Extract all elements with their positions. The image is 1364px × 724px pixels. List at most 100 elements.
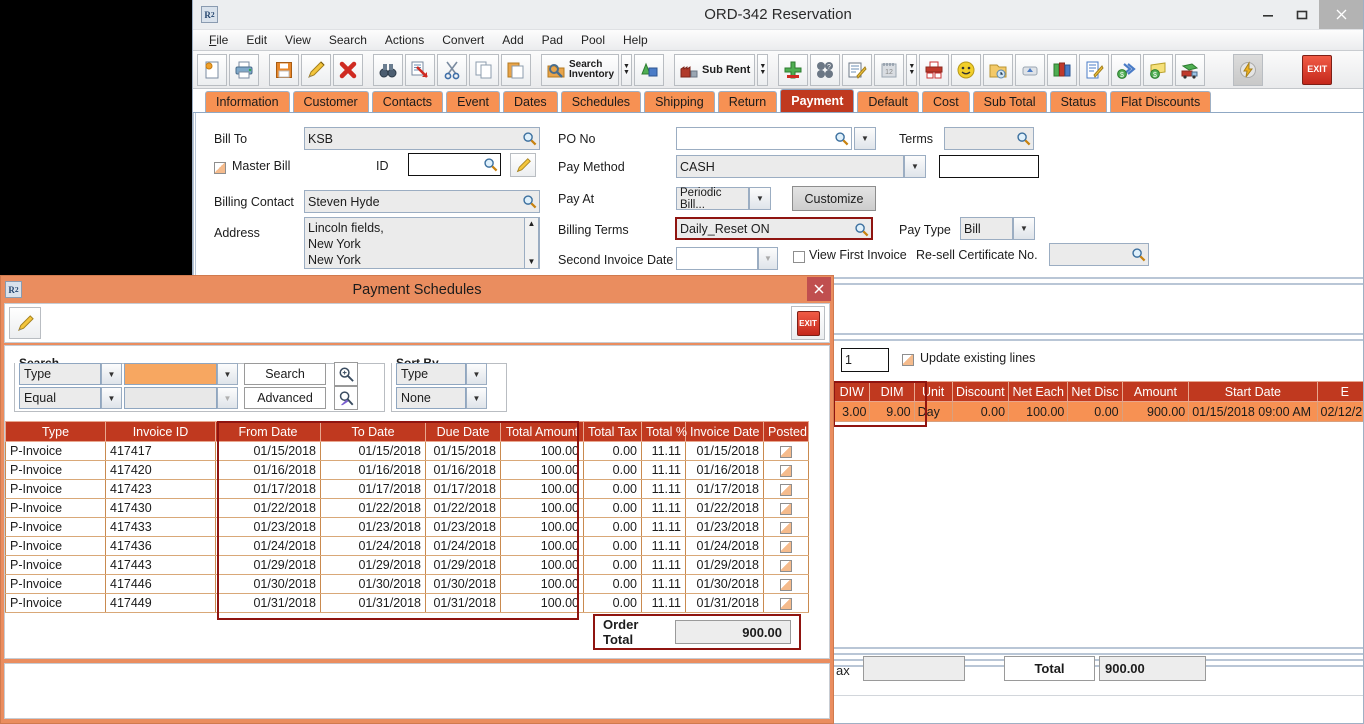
pay-at-select[interactable]: Periodic Bill... (676, 187, 749, 211)
cell-posted[interactable] (763, 593, 809, 613)
col-from-date[interactable]: From Date (215, 421, 321, 442)
search-field-select[interactable]: Type (19, 363, 101, 385)
tab-contacts[interactable]: Contacts (371, 91, 444, 112)
cell-posted[interactable] (763, 441, 809, 461)
table-row[interactable]: P-Invoice 417430 01/22/2018 01/22/2018 01/22… (5, 498, 809, 518)
col-total-amount[interactable]: Total Amount (500, 421, 584, 442)
table-row[interactable]: 3.00 9.00 Day 0.00 100.00 0.00 900.00 01… (833, 401, 1363, 422)
menu-file[interactable]: File (209, 33, 229, 47)
col-dim[interactable]: DIM (869, 381, 915, 402)
resell-certificate-input[interactable] (1049, 243, 1149, 266)
pay-at-dropdown[interactable]: ▼ (749, 187, 771, 210)
cell-posted[interactable] (763, 498, 809, 518)
tab-status[interactable]: Status (1049, 91, 1108, 112)
crew-icon[interactable]: ? (810, 53, 841, 86)
col-net-each[interactable]: Net Each (1008, 381, 1069, 402)
folder-clock-icon[interactable] (983, 53, 1014, 86)
search-icon[interactable] (853, 221, 869, 237)
tax-input[interactable] (863, 656, 965, 681)
col-posted[interactable]: Posted (763, 421, 809, 442)
lightning-icon[interactable] (1233, 53, 1264, 86)
menu-convert[interactable]: Convert (442, 33, 485, 47)
table-row[interactable]: P-Invoice 417446 01/30/2018 01/30/2018 01/30… (5, 574, 809, 594)
menu-add[interactable]: Add (502, 33, 524, 47)
copy-icon[interactable] (469, 53, 499, 86)
tab-information[interactable]: Information (205, 91, 290, 112)
table-row[interactable]: P-Invoice 417417 01/15/2018 01/15/2018 01/15… (5, 441, 809, 461)
bill-to-input[interactable]: KSB (304, 127, 540, 150)
calendar-dropdown[interactable]: ▼ ▼ (906, 53, 918, 86)
second-invoice-date-input[interactable] (676, 247, 758, 270)
dialog-close-button[interactable] (807, 277, 831, 301)
menu-actions[interactable]: Actions (384, 33, 425, 47)
col-diw[interactable]: DIW (833, 381, 871, 402)
posted-checkbox[interactable] (780, 464, 792, 477)
scroll-up-icon[interactable]: ▲ (527, 219, 536, 228)
cell-posted[interactable] (763, 460, 809, 480)
smiley-icon[interactable] (951, 53, 982, 86)
col-net-disc[interactable]: Net Disc (1067, 381, 1123, 402)
pay-method-dropdown[interactable]: ▼ (904, 155, 926, 178)
search-icon[interactable] (482, 156, 498, 172)
col-unit[interactable]: Unit (913, 381, 953, 402)
col-total-tax[interactable]: Total Tax (583, 421, 642, 442)
table-row[interactable]: P-Invoice 417433 01/23/2018 01/23/2018 01/23… (5, 517, 809, 537)
tab-default[interactable]: Default (857, 91, 919, 112)
pay-method-select[interactable]: CASH (676, 155, 904, 178)
cut-scissors-icon[interactable] (437, 53, 467, 86)
dialog-exit-button[interactable]: EXIT (791, 306, 825, 340)
sort-secondary-dropdown[interactable]: ▼ (466, 387, 487, 409)
table-row[interactable]: P-Invoice 417436 01/24/2018 01/24/2018 01/24… (5, 536, 809, 556)
master-bill-id-input[interactable] (408, 153, 501, 176)
search-operator-dropdown[interactable]: ▼ (101, 387, 122, 409)
cell-posted[interactable] (763, 555, 809, 575)
menu-search[interactable]: Search (328, 33, 367, 47)
second-invoice-date-dropdown[interactable]: ▼ (758, 247, 778, 270)
binoculars-icon[interactable] (373, 53, 403, 86)
cell-posted[interactable] (763, 536, 809, 556)
search-value-dropdown[interactable]: ▼ (217, 363, 238, 385)
search-value-input[interactable] (124, 363, 217, 385)
search-icon[interactable] (521, 193, 537, 209)
notes-icon[interactable] (842, 53, 873, 86)
edit-pencil-icon[interactable] (301, 53, 331, 86)
payment-forward-icon[interactable]: $ (1111, 53, 1142, 86)
money-docs-icon[interactable]: $ (1143, 53, 1174, 86)
col-to-date[interactable]: To Date (320, 421, 426, 442)
posted-checkbox[interactable] (780, 502, 792, 515)
tab-sub-total[interactable]: Sub Total (972, 91, 1047, 112)
add-plus-icon[interactable] (778, 53, 809, 86)
sort-secondary-select[interactable]: None (396, 387, 466, 409)
search-inventory-dropdown[interactable]: ▼ ▼ (621, 53, 633, 86)
table-row[interactable]: P-Invoice 417449 01/31/2018 01/31/2018 01/31… (5, 593, 809, 613)
post-document-icon[interactable] (405, 53, 435, 86)
menu-pool[interactable]: Pool (580, 33, 606, 47)
billing-terms-input[interactable]: Daily_Reset ON (675, 217, 873, 240)
table-row[interactable]: P-Invoice 417443 01/29/2018 01/29/2018 01/29… (5, 555, 809, 575)
search-icon[interactable] (1015, 130, 1031, 146)
col-invoice-id[interactable]: Invoice ID (105, 421, 216, 442)
sort-primary-select[interactable]: Type (396, 363, 466, 385)
reports-icon[interactable] (919, 53, 950, 86)
cell-posted[interactable] (763, 574, 809, 594)
transfer-icon[interactable] (634, 53, 665, 86)
cell-posted[interactable] (763, 479, 809, 499)
search-icon[interactable] (521, 130, 537, 146)
address-scrollbar[interactable]: ▲ ▼ (524, 217, 539, 269)
pay-type-dropdown[interactable]: ▼ (1013, 217, 1035, 240)
search-magnifier-icon[interactable] (334, 362, 358, 386)
invoice-edit-icon[interactable] (1079, 53, 1110, 86)
po-no-input[interactable] (676, 127, 852, 150)
key-icon[interactable] (1015, 53, 1046, 86)
minimize-button[interactable] (1251, 0, 1285, 29)
quantity-input[interactable]: 1 (841, 348, 889, 372)
search-button[interactable]: Search (244, 363, 326, 385)
edit-pencil-icon[interactable] (9, 307, 41, 339)
tab-schedules[interactable]: Schedules (560, 91, 642, 112)
tab-return[interactable]: Return (717, 91, 778, 112)
col-end-date[interactable]: E (1316, 381, 1363, 402)
search-field-dropdown[interactable]: ▼ (101, 363, 122, 385)
exit-button[interactable]: EXIT (1301, 54, 1333, 86)
table-row[interactable]: P-Invoice 417423 01/17/2018 01/17/2018 01/17… (5, 479, 809, 499)
lines-grid[interactable]: DIW DIM Unit Discount Net Each Net Disc … (833, 381, 1363, 427)
